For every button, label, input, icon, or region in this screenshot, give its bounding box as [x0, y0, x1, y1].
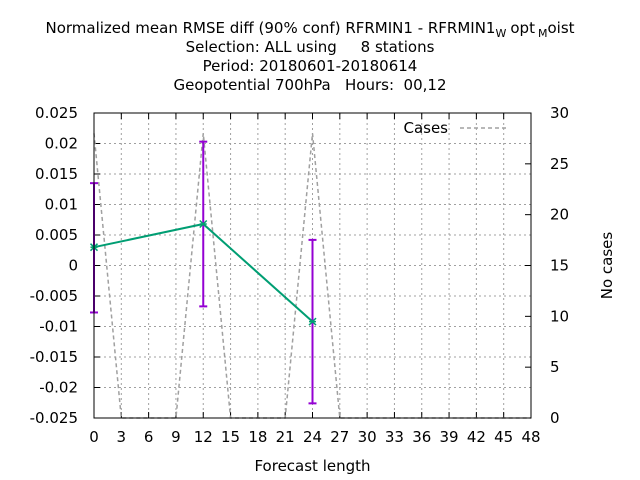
y2-tick-label: 20	[550, 206, 569, 224]
chart-title-line3: Period: 20180601-20180614	[203, 57, 418, 75]
x-tick-label: 15	[221, 428, 240, 446]
legend: Cases	[403, 119, 506, 137]
y2-tick-label: 25	[550, 155, 569, 173]
x-tick-label: 45	[494, 428, 513, 446]
x-tick-label: 39	[440, 428, 459, 446]
y2-tick-label: 5	[550, 358, 560, 376]
y2-tick-label: 10	[550, 307, 569, 325]
y2-tick-label: 30	[550, 104, 569, 122]
x-tick-label: 36	[412, 428, 431, 446]
y-tick-label: -0.005	[30, 287, 78, 305]
x-tick-label: 12	[194, 428, 213, 446]
data-point-marker	[308, 317, 317, 326]
x-tick-label: 27	[330, 428, 349, 446]
y-tick-label: 0	[68, 257, 78, 275]
x-tick-label: 9	[171, 428, 181, 446]
data-point-marker	[199, 219, 208, 229]
chart-title-line4: Geopotential 700hPa Hours: 00,12	[173, 76, 446, 94]
x-tick-label: 6	[144, 428, 154, 446]
y2-axis-label: No cases	[598, 232, 616, 300]
legend-label-cases: Cases	[403, 119, 448, 137]
y-tick-label: -0.025	[30, 409, 78, 427]
y-tick-label: 0.025	[35, 104, 78, 122]
x-tick-label: 33	[385, 428, 404, 446]
x-axis-tick-labels: 0 3 6 9 12 15 18 21 24 27 30 33 36 39 42 45 48	[89, 428, 540, 446]
y-axis-tick-labels: 0.025 0.02 0.015 0.01 0.005 0 -0.005 -0.01 -0.01…	[30, 104, 78, 427]
y-tick-label: -0.01	[39, 318, 78, 336]
plot-frame	[93, 112, 532, 419]
x-tick-label: 48	[521, 428, 540, 446]
x-tick-label: 42	[467, 428, 486, 446]
x-axis-label: Forecast length	[254, 457, 370, 475]
y2-tick-label: 0	[550, 409, 560, 427]
x-tick-label: 18	[248, 428, 267, 446]
x-tick-label: 0	[89, 428, 99, 446]
y-tick-label: -0.015	[30, 348, 78, 366]
chart-title-line1: Normalized mean RMSE diff (90% conf) RFR…	[45, 19, 574, 40]
y2-tick-label: 15	[550, 257, 569, 275]
x-tick-label: 30	[358, 428, 377, 446]
x-tick-label: 21	[276, 428, 295, 446]
y-tick-label: 0.01	[45, 196, 78, 214]
y-tick-label: 0.015	[35, 165, 78, 183]
x-tick-label: 3	[117, 428, 127, 446]
chart-title-line2: Selection: ALL using 8 stations	[186, 38, 435, 56]
x-tick-label: 24	[303, 428, 322, 446]
y-tick-label: 0.005	[35, 226, 78, 244]
series-group	[89, 133, 531, 419]
y2-axis-tick-labels: 30 25 20 15 10 5 0	[550, 104, 569, 427]
y-tick-label: 0.02	[45, 135, 78, 153]
y-tick-label: -0.02	[39, 379, 78, 397]
